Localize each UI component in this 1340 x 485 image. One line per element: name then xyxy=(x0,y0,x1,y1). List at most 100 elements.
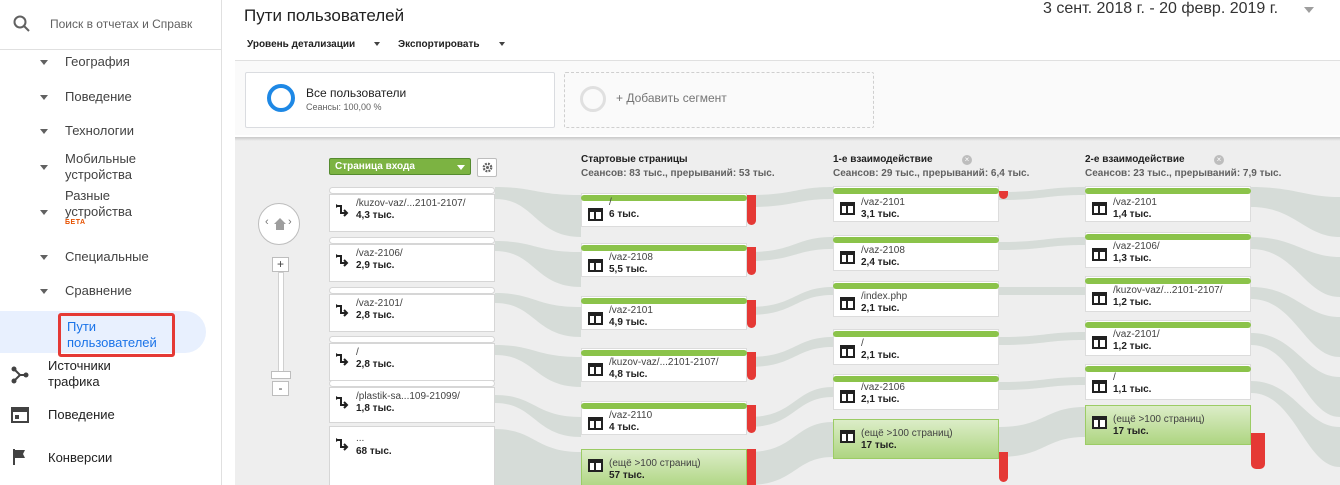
node-traffic-bar xyxy=(833,237,999,243)
sidebar-item-label: География xyxy=(65,54,130,69)
page-icon xyxy=(1092,202,1107,215)
drop-off-bar[interactable] xyxy=(747,247,756,275)
drop-off-bar[interactable] xyxy=(999,452,1008,482)
flow-link xyxy=(999,187,1085,200)
settings-button[interactable] xyxy=(477,158,497,177)
flow-link xyxy=(749,187,833,207)
close-icon[interactable]: × xyxy=(962,155,972,165)
zoom-slider-track[interactable] xyxy=(278,272,284,372)
page-count: 1,1 тыс. xyxy=(1113,384,1152,395)
entry-node[interactable]: ... 68 тыс. xyxy=(329,426,495,485)
drop-off-bar[interactable] xyxy=(1251,433,1265,469)
caret-down-icon xyxy=(40,95,48,100)
pan-control[interactable]: ‹ › xyxy=(258,203,300,245)
detail-level-menu[interactable]: Уровень детализации xyxy=(247,39,381,50)
flow-link xyxy=(1251,237,1340,297)
segment-sessions: Сеансы: 100,00 % xyxy=(306,102,382,112)
column-stats: Сеансов: 23 тыс., прерываний: 7,9 тыс. xyxy=(1085,168,1282,179)
node-traffic-bar xyxy=(581,195,747,201)
page-label: /vaz-2110 xyxy=(609,410,653,421)
sidebar-item-acquisition[interactable]: Источники трафика xyxy=(0,358,222,392)
page-label: /index.php xyxy=(861,291,908,302)
page-node-more[interactable] xyxy=(833,419,999,459)
page-label: / xyxy=(861,338,864,349)
export-menu[interactable]: Экспортировать xyxy=(398,39,505,50)
sidebar-item-users-flow-label[interactable]: Пути пользователей xyxy=(58,313,175,357)
zoom-in-button[interactable]: + xyxy=(272,257,289,272)
entry-label: ... xyxy=(356,433,365,444)
drop-off-bar[interactable] xyxy=(747,195,756,225)
flow-link xyxy=(495,187,581,237)
add-segment-button[interactable]: + Добавить сегмент xyxy=(564,72,874,128)
pan-right-icon[interactable]: › xyxy=(288,216,292,228)
sidebar-item-conversions[interactable]: Конверсии xyxy=(0,447,222,467)
zoom-slider-thumb[interactable] xyxy=(271,371,291,379)
sidebar-item-benchmarking[interactable]: Сравнение xyxy=(0,283,222,303)
entry-count: 2,8 тыс. xyxy=(356,359,395,370)
page-icon xyxy=(1092,416,1107,429)
page-count: 4,8 тыс. xyxy=(609,369,648,380)
page-count: 2,1 тыс. xyxy=(861,350,900,361)
flow-connections xyxy=(495,187,1340,485)
node-traffic-bar xyxy=(833,376,999,382)
page-count: 2,1 тыс. xyxy=(861,394,900,405)
drop-off-bar[interactable] xyxy=(747,405,756,433)
flow-link xyxy=(1251,381,1340,467)
page-icon xyxy=(840,345,855,358)
segment-all-users[interactable]: Все пользователи Сеансы: 100,00 % xyxy=(245,72,555,128)
entry-node[interactable]: /vaz-2106/ 2,9 тыс. xyxy=(329,244,495,282)
page-icon xyxy=(840,251,855,264)
date-range-picker[interactable]: 3 сент. 2018 г. - 20 февр. 2019 г. xyxy=(1043,0,1279,17)
entrance-arrow-icon xyxy=(336,438,349,451)
page-label: (ещё >100 страниц) xyxy=(609,458,701,469)
home-icon[interactable] xyxy=(273,217,287,231)
sidebar-item-mobile[interactable]: Мобильные устройства xyxy=(0,151,222,185)
search-box[interactable]: Поиск в отчетах и Справк xyxy=(0,0,222,50)
chevron-down-icon[interactable] xyxy=(1304,7,1314,13)
page-node-more[interactable] xyxy=(1085,405,1251,445)
sidebar-item-label: Конверсии xyxy=(48,450,113,465)
zoom-out-button[interactable]: - xyxy=(272,381,289,396)
caret-down-icon xyxy=(374,42,381,47)
caret-down-icon xyxy=(40,210,48,215)
page-count: 1,3 тыс. xyxy=(1113,253,1152,264)
drop-off-bar[interactable] xyxy=(999,191,1008,199)
entry-node[interactable]: /vaz-2101/ 2,8 тыс. xyxy=(329,294,495,332)
page-icon xyxy=(840,390,855,403)
page-title: Пути пользователей xyxy=(244,6,405,25)
drop-off-bar[interactable] xyxy=(747,449,756,485)
search-placeholder: Поиск в отчетах и Справк xyxy=(50,17,193,31)
flow-canvas[interactable]: ‹ › + - Страница входа /kuzov-vaz/...210… xyxy=(235,137,1340,485)
sidebar: Поиск в отчетах и Справк География Повед… xyxy=(0,0,222,485)
entry-node[interactable]: /kuzov-vaz/...2101-2107/ 4,3 тыс. xyxy=(329,194,495,232)
segment-empty-ring-icon xyxy=(580,86,606,112)
page-icon xyxy=(588,208,603,221)
sidebar-item-cross-device[interactable]: Разные устройства БЕТА xyxy=(0,188,222,232)
column-title: 2-е взаимодействие xyxy=(1085,154,1185,165)
entry-bar xyxy=(329,287,495,294)
page-count: 5,5 тыс. xyxy=(609,264,648,275)
drop-off-bar[interactable] xyxy=(747,300,756,328)
node-traffic-bar xyxy=(581,403,747,409)
pan-left-icon[interactable]: ‹ xyxy=(265,216,269,228)
page-node-more[interactable] xyxy=(581,449,747,485)
page-label: (ещё >100 страниц) xyxy=(1113,414,1205,425)
sidebar-item-behavior[interactable]: Поведение xyxy=(0,89,222,109)
dimension-select[interactable]: Страница входа xyxy=(329,158,471,175)
sidebar-item-technology[interactable]: Технологии xyxy=(0,123,222,143)
close-icon[interactable]: × xyxy=(1214,155,1224,165)
drop-off-bar[interactable] xyxy=(747,352,756,380)
sidebar-item-behavior-main[interactable]: Поведение xyxy=(0,405,222,425)
sidebar-item-users-flow[interactable] xyxy=(0,311,206,353)
export-label: Экспортировать xyxy=(397,39,480,50)
page-count: 57 тыс. xyxy=(609,470,645,481)
page-label: /kuzov-vaz/...2101-2107/ xyxy=(1113,285,1223,296)
sidebar-item-custom[interactable]: Специальные xyxy=(0,249,222,269)
sidebar-item-label: Разные устройства xyxy=(65,188,132,219)
sidebar-item-label: Специальные xyxy=(65,249,149,264)
sidebar-item-geography[interactable]: География xyxy=(0,54,222,74)
entry-node[interactable]: /plastik-sa...109-21099/ 1,8 тыс. xyxy=(329,387,495,423)
sidebar-item-label: Мобильные устройства xyxy=(65,151,137,182)
sidebar-item-label: Поведение xyxy=(65,89,132,104)
entry-node[interactable]: / 2,8 тыс. xyxy=(329,343,495,381)
